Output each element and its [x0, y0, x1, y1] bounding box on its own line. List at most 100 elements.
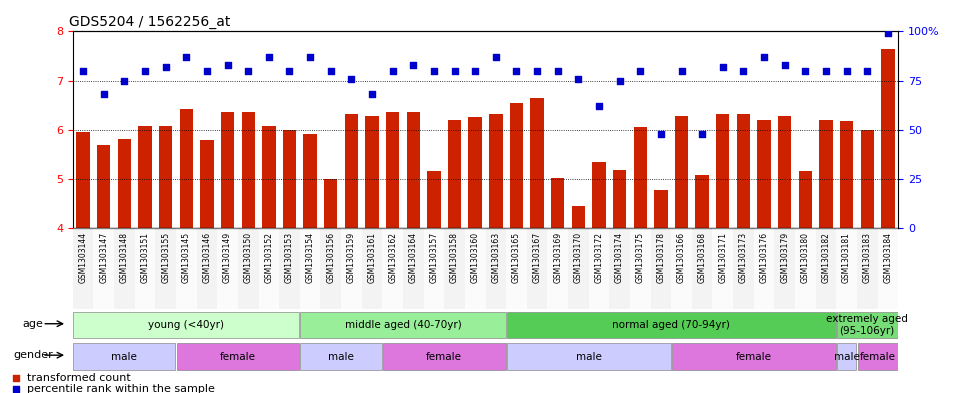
- Text: gender: gender: [13, 350, 52, 360]
- Point: [632, 68, 648, 74]
- Bar: [857, 228, 878, 309]
- Point: [488, 54, 504, 60]
- Text: GSM1303157: GSM1303157: [429, 232, 439, 283]
- Bar: [878, 228, 898, 309]
- Bar: [530, 98, 544, 228]
- Text: GSM1303175: GSM1303175: [636, 232, 645, 283]
- Bar: [93, 228, 115, 309]
- Bar: [74, 312, 299, 338]
- Text: GSM1303171: GSM1303171: [719, 232, 727, 283]
- Bar: [837, 312, 897, 338]
- Text: GSM1303168: GSM1303168: [697, 232, 707, 283]
- Point: [385, 68, 400, 74]
- Point: [199, 68, 215, 74]
- Text: GSM1303174: GSM1303174: [615, 232, 624, 283]
- Bar: [692, 228, 713, 309]
- Text: transformed count: transformed count: [27, 373, 130, 383]
- Text: GSM1303184: GSM1303184: [884, 232, 892, 283]
- Text: GSM1303163: GSM1303163: [491, 232, 500, 283]
- Bar: [816, 228, 836, 309]
- Bar: [489, 114, 503, 228]
- Text: GSM1303164: GSM1303164: [409, 232, 418, 283]
- Point: [179, 54, 194, 60]
- Point: [261, 54, 277, 60]
- Bar: [592, 162, 606, 228]
- Bar: [568, 228, 588, 309]
- Text: female: female: [736, 352, 772, 362]
- Bar: [242, 112, 255, 228]
- Text: GSM1303156: GSM1303156: [326, 232, 335, 283]
- Point: [612, 77, 627, 84]
- Bar: [159, 126, 173, 228]
- Text: GSM1303179: GSM1303179: [780, 232, 789, 283]
- Bar: [77, 132, 90, 228]
- Text: GSM1303152: GSM1303152: [264, 232, 274, 283]
- Point: [571, 75, 586, 82]
- Point: [880, 30, 895, 37]
- Bar: [651, 228, 671, 309]
- Bar: [135, 228, 155, 309]
- Bar: [733, 228, 753, 309]
- Point: [241, 68, 256, 74]
- Point: [653, 130, 669, 137]
- Bar: [74, 343, 176, 370]
- Bar: [300, 343, 382, 370]
- Bar: [757, 120, 771, 228]
- Bar: [510, 103, 523, 228]
- Text: GSM1303182: GSM1303182: [821, 232, 830, 283]
- Bar: [820, 120, 833, 228]
- Text: GSM1303158: GSM1303158: [450, 232, 459, 283]
- Text: GSM1303165: GSM1303165: [512, 232, 521, 283]
- Bar: [258, 228, 280, 309]
- Bar: [798, 171, 812, 228]
- Point: [364, 91, 380, 97]
- Bar: [262, 126, 276, 228]
- Bar: [613, 170, 626, 228]
- Bar: [737, 114, 751, 228]
- Bar: [695, 175, 709, 228]
- Point: [777, 62, 792, 68]
- Bar: [362, 228, 383, 309]
- Text: GSM1303159: GSM1303159: [347, 232, 356, 283]
- Text: GSM1303162: GSM1303162: [388, 232, 397, 283]
- Point: [282, 68, 297, 74]
- Bar: [675, 116, 688, 228]
- Bar: [448, 120, 461, 228]
- Bar: [218, 228, 238, 309]
- Bar: [672, 343, 836, 370]
- Bar: [97, 145, 111, 228]
- Text: middle aged (40-70yr): middle aged (40-70yr): [345, 320, 461, 330]
- Bar: [155, 228, 176, 309]
- Text: GSM1303150: GSM1303150: [244, 232, 252, 283]
- Bar: [588, 228, 610, 309]
- Text: GSM1303183: GSM1303183: [862, 232, 872, 283]
- Text: GSM1303151: GSM1303151: [141, 232, 150, 283]
- Point: [529, 68, 545, 74]
- Bar: [138, 126, 151, 228]
- Text: young (<40yr): young (<40yr): [149, 320, 224, 330]
- Bar: [385, 112, 399, 228]
- Text: male: male: [576, 352, 602, 362]
- Point: [859, 68, 875, 74]
- Text: GSM1303155: GSM1303155: [161, 232, 170, 283]
- Text: male: male: [112, 352, 137, 362]
- Point: [715, 64, 730, 70]
- Point: [298, 246, 314, 252]
- Point: [591, 103, 607, 109]
- Point: [694, 130, 710, 137]
- Text: GSM1303154: GSM1303154: [306, 232, 315, 283]
- Point: [736, 68, 752, 74]
- Point: [76, 68, 91, 74]
- Bar: [176, 228, 197, 309]
- Point: [344, 75, 359, 82]
- Bar: [407, 112, 420, 228]
- Bar: [857, 343, 897, 370]
- Bar: [383, 343, 506, 370]
- Point: [219, 62, 235, 68]
- Bar: [837, 343, 856, 370]
- Text: GSM1303147: GSM1303147: [99, 232, 109, 283]
- Bar: [180, 109, 193, 228]
- Bar: [551, 178, 564, 228]
- Text: GSM1303180: GSM1303180: [801, 232, 810, 283]
- Text: percentile rank within the sample: percentile rank within the sample: [27, 384, 215, 393]
